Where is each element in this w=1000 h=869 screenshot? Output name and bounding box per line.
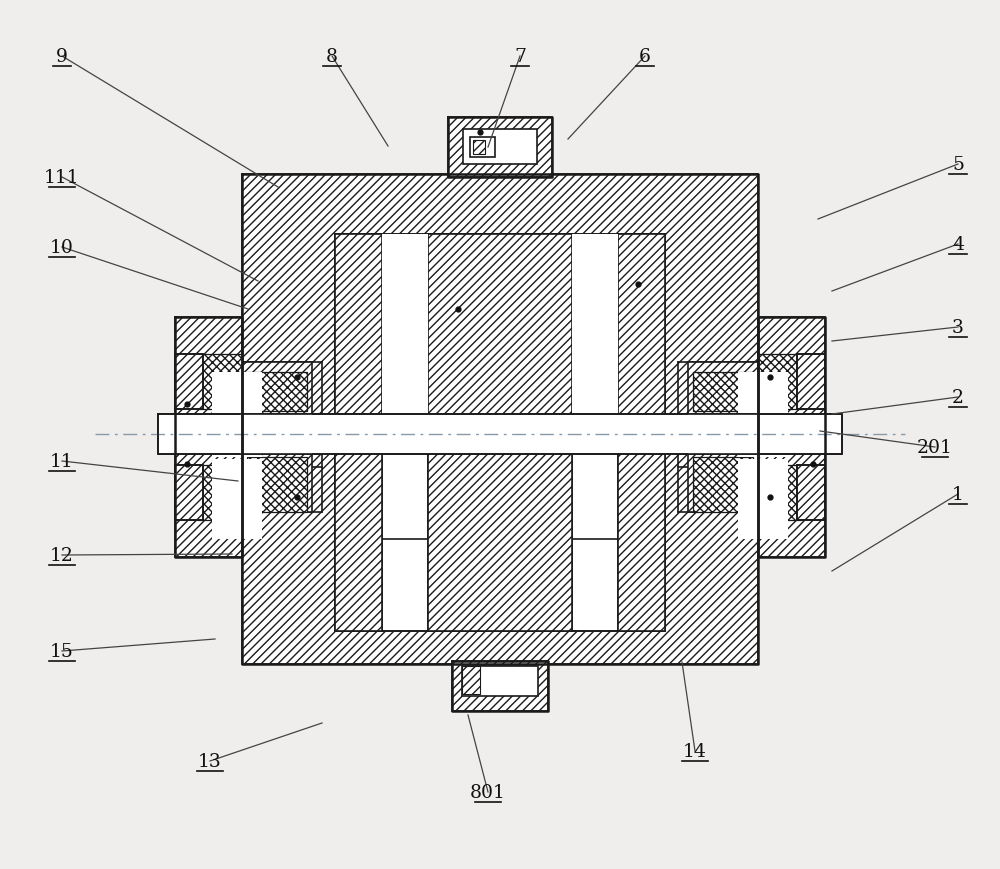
Text: 5: 5 bbox=[952, 156, 964, 174]
Bar bbox=[212, 460, 262, 540]
Bar bbox=[473, 141, 485, 155]
Bar bbox=[618, 235, 665, 631]
Text: 801: 801 bbox=[470, 783, 506, 801]
Bar bbox=[452, 661, 548, 711]
Bar bbox=[738, 373, 788, 457]
Text: 10: 10 bbox=[50, 239, 74, 256]
Polygon shape bbox=[247, 373, 307, 412]
Text: 4: 4 bbox=[952, 235, 964, 254]
Text: 3: 3 bbox=[952, 319, 964, 336]
Text: 2: 2 bbox=[952, 388, 964, 407]
Text: 13: 13 bbox=[198, 753, 222, 770]
Text: 14: 14 bbox=[683, 742, 707, 760]
Bar bbox=[242, 175, 758, 664]
Text: 6: 6 bbox=[639, 48, 651, 66]
Bar bbox=[175, 318, 242, 557]
Text: 7: 7 bbox=[514, 48, 526, 66]
Bar bbox=[175, 466, 203, 521]
Bar bbox=[462, 667, 538, 696]
Bar bbox=[212, 373, 262, 457]
Bar bbox=[198, 355, 242, 409]
Bar bbox=[175, 415, 257, 454]
Bar bbox=[428, 235, 572, 631]
Text: 201: 201 bbox=[917, 439, 953, 456]
Bar bbox=[175, 355, 203, 409]
Bar bbox=[463, 129, 537, 165]
Bar bbox=[242, 362, 312, 513]
Bar bbox=[758, 466, 802, 521]
Bar bbox=[470, 138, 495, 158]
Bar bbox=[240, 415, 312, 454]
Bar bbox=[738, 460, 788, 540]
Bar bbox=[797, 355, 825, 409]
Bar bbox=[758, 318, 825, 557]
Text: 15: 15 bbox=[50, 642, 74, 660]
Bar bbox=[158, 415, 842, 454]
Text: 12: 12 bbox=[50, 547, 74, 564]
Bar bbox=[688, 362, 758, 513]
Bar bbox=[743, 415, 825, 454]
Bar bbox=[462, 667, 480, 694]
Bar bbox=[758, 355, 802, 409]
Text: 111: 111 bbox=[44, 169, 80, 187]
Text: 9: 9 bbox=[56, 48, 68, 66]
Bar bbox=[797, 466, 825, 521]
Text: 11: 11 bbox=[50, 453, 74, 470]
Bar bbox=[688, 415, 760, 454]
Polygon shape bbox=[247, 457, 307, 513]
Bar bbox=[198, 466, 242, 521]
Text: 8: 8 bbox=[326, 48, 338, 66]
Text: 1: 1 bbox=[952, 486, 964, 503]
Polygon shape bbox=[693, 457, 753, 513]
Bar bbox=[448, 118, 552, 178]
Bar bbox=[572, 235, 618, 434]
Polygon shape bbox=[693, 373, 753, 412]
Bar bbox=[382, 235, 428, 434]
Bar bbox=[335, 235, 665, 631]
Bar bbox=[335, 235, 382, 631]
